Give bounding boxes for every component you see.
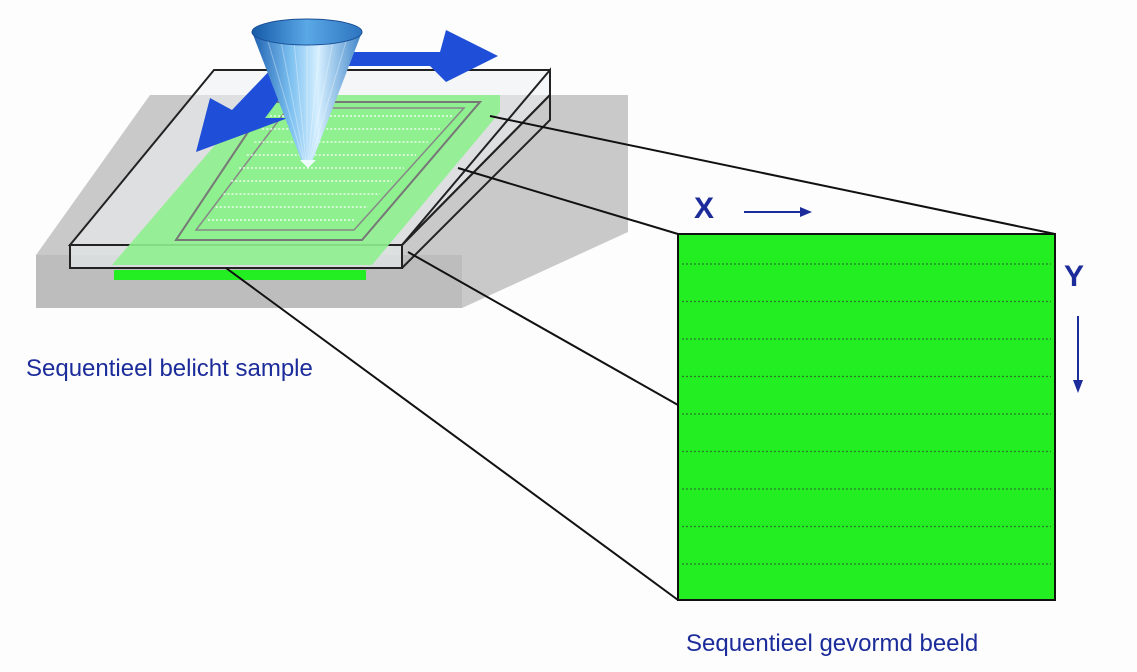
exposed-area: [112, 95, 500, 280]
scanning-beam: [251, 18, 363, 168]
x-axis-label: X: [694, 192, 715, 225]
cone-rib: [292, 33, 307, 161]
cone-rib: [309, 33, 335, 161]
formed-image: [677, 233, 1056, 601]
projection-lines: [225, 115, 1056, 601]
cone-rib: [310, 33, 349, 161]
x-scan-arrow: [340, 30, 498, 82]
y-direction-arrow: [1073, 316, 1083, 393]
x-direction-arrow: [744, 207, 812, 217]
cone-rib: [307, 33, 322, 161]
sample-scan-lines: [208, 115, 452, 221]
y-axis-label: Y: [1064, 260, 1085, 293]
image-scan-lines: [682, 263, 1051, 565]
image-caption: Sequentieel gevormd beeld: [686, 630, 979, 657]
cone-rib: [279, 33, 305, 161]
sample-caption: Sequentieel belicht sample: [26, 355, 313, 382]
cone-rib: [265, 33, 304, 161]
